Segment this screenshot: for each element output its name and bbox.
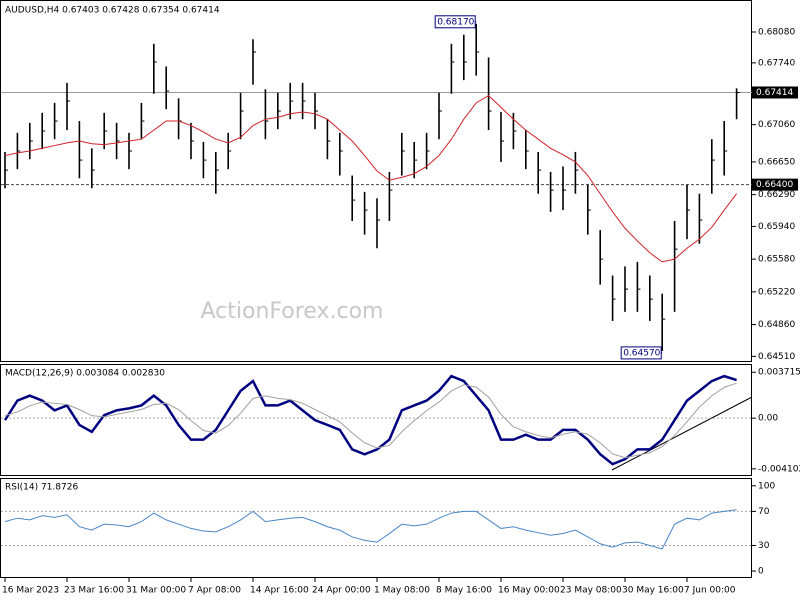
y-tick-label: 0.003715 <box>758 368 800 378</box>
rsi-title: RSI(14) 71.8726 <box>5 483 78 493</box>
x-tick-label: 24 Apr 00:00 <box>312 586 371 596</box>
annotation-box <box>620 346 662 360</box>
x-tick-label: 7 Jun 00:00 <box>684 586 736 596</box>
annotation-label: 0.68170 <box>437 17 474 27</box>
macd-title: MACD(12,26,9) 0.003084 0.002830 <box>5 369 165 379</box>
indicator-line <box>3 374 737 466</box>
y-tick-label: -0.004102 <box>758 464 800 474</box>
y-tick-label: 0.68080 <box>758 27 795 37</box>
y-tick-label: 0.66290 <box>758 190 795 200</box>
indicator-line <box>4 382 737 459</box>
y-tick-label: 0.67060 <box>758 120 795 130</box>
macd-panel <box>0 364 752 476</box>
price-label: 0.66400 <box>756 180 793 190</box>
x-tick-label: 8 May 16:00 <box>436 586 492 596</box>
y-tick-label: 0 <box>758 567 764 577</box>
y-tick-label: 0.65940 <box>758 222 795 232</box>
y-tick-label: 100 <box>758 481 775 491</box>
x-tick-label: 31 Mar 00:00 <box>126 586 186 596</box>
x-tick-label: 16 Mar 2023 <box>2 586 59 596</box>
y-tick-label: 70 <box>758 507 770 517</box>
y-tick-label: 0.00 <box>758 414 778 424</box>
x-tick-label: 7 Apr 08:00 <box>188 586 241 596</box>
y-tick-label: 0.66650 <box>758 157 795 167</box>
price-label-box <box>752 178 798 191</box>
price-label-box <box>752 86 798 99</box>
y-tick-label: 0.64860 <box>758 320 795 330</box>
x-tick-label: 16 May 00:00 <box>498 586 560 596</box>
x-tick-label: 23 May 08:00 <box>560 586 622 596</box>
y-tick-label: 30 <box>758 541 770 551</box>
annotation-box <box>434 15 476 29</box>
indicator-line <box>4 509 737 550</box>
y-tick-label: 0.65580 <box>758 255 795 265</box>
price-title: AUDUSD,H4 0.67403 0.67428 0.67354 0.6741… <box>5 6 220 16</box>
watermark: ActionForex.com <box>201 299 384 324</box>
y-tick-label: 0.65220 <box>758 287 795 297</box>
y-tick-label: 0.67740 <box>758 58 795 68</box>
annotation-label: 0.64570 <box>623 348 660 358</box>
price-panel <box>0 0 752 362</box>
moving-average <box>4 94 737 263</box>
price-label: 0.67414 <box>756 88 793 98</box>
trend-line <box>611 396 753 471</box>
y-tick-label: 0.64510 <box>758 352 795 362</box>
x-tick-label: 30 May 16:00 <box>622 586 684 596</box>
x-tick-label: 23 Mar 16:00 <box>64 586 124 596</box>
x-tick-label: 1 May 08:00 <box>374 586 430 596</box>
x-tick-label: 14 Apr 16:00 <box>250 586 309 596</box>
rsi-panel <box>0 478 752 578</box>
